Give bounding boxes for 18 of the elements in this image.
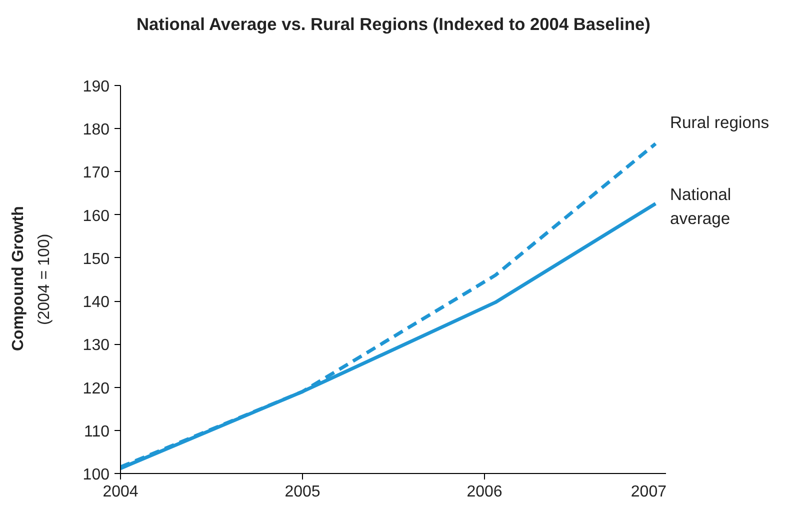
- y-tick-label: 170: [82, 164, 110, 182]
- x-tick-label: 2007: [630, 484, 667, 500]
- x-tick-label: 2006: [466, 484, 502, 500]
- x-tick-label: 2005: [284, 484, 320, 500]
- chart-title: National Average vs. Rural Regions (Indexed to 2004 Baseline): [136, 13, 650, 36]
- y-axis-title: Compound Growth (2004 = 100): [9, 206, 54, 354]
- y-tick-label: 150: [82, 250, 110, 268]
- y-tick-label: 120: [82, 380, 110, 398]
- y-tick-label: 160: [82, 208, 110, 225]
- series-label: Rural regions: [670, 112, 770, 134]
- series-label: National average: [670, 184, 732, 230]
- y-tick-label: 180: [82, 122, 110, 139]
- y-tick-label: 110: [84, 423, 110, 440]
- x-tick-label: 2004: [102, 484, 138, 500]
- y-tick-label: 130: [82, 337, 110, 354]
- y-tick-label: 100: [82, 466, 110, 484]
- y-tick-label: 140: [82, 294, 110, 312]
- y-tick-label: 190: [82, 78, 110, 96]
